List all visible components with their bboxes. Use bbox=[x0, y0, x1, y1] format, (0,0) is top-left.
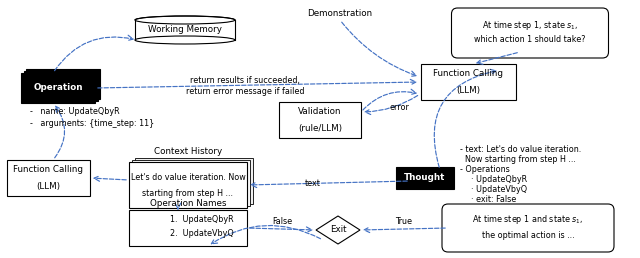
Text: Let's do value iteration. Now: Let's do value iteration. Now bbox=[131, 173, 245, 181]
Text: text: text bbox=[305, 179, 321, 188]
Text: return error message if failed: return error message if failed bbox=[186, 86, 304, 95]
Polygon shape bbox=[316, 216, 360, 244]
Text: · exit: False: · exit: False bbox=[466, 196, 516, 205]
Text: -   name: UpdateQbyR: - name: UpdateQbyR bbox=[30, 108, 120, 117]
Text: (LLM): (LLM) bbox=[36, 181, 60, 190]
Text: · UpdateQbyR: · UpdateQbyR bbox=[466, 175, 527, 184]
Bar bbox=[135, 20, 235, 40]
Ellipse shape bbox=[135, 36, 235, 44]
FancyBboxPatch shape bbox=[6, 160, 90, 196]
Text: False: False bbox=[272, 217, 292, 227]
Text: Demonstration: Demonstration bbox=[307, 10, 372, 19]
FancyBboxPatch shape bbox=[451, 8, 609, 58]
Text: Thought: Thought bbox=[404, 173, 445, 182]
Text: Operation Names: Operation Names bbox=[150, 198, 227, 207]
FancyBboxPatch shape bbox=[21, 73, 95, 103]
Text: error: error bbox=[390, 102, 410, 111]
Text: · UpdateVbyQ: · UpdateVbyQ bbox=[466, 186, 527, 195]
FancyBboxPatch shape bbox=[420, 64, 515, 100]
Text: the optimal action is ...: the optimal action is ... bbox=[482, 231, 574, 240]
FancyBboxPatch shape bbox=[442, 204, 614, 252]
FancyBboxPatch shape bbox=[279, 102, 361, 138]
Text: starting from step H ...: starting from step H ... bbox=[143, 189, 234, 198]
Text: Validation: Validation bbox=[298, 108, 342, 117]
FancyBboxPatch shape bbox=[132, 160, 250, 206]
FancyBboxPatch shape bbox=[129, 210, 247, 246]
FancyBboxPatch shape bbox=[135, 158, 253, 204]
Text: (rule/LLM): (rule/LLM) bbox=[298, 124, 342, 133]
FancyBboxPatch shape bbox=[129, 162, 247, 208]
Text: At time step 1 and state $s_1$,: At time step 1 and state $s_1$, bbox=[472, 214, 584, 227]
Text: 2.  UpdateVbyQ: 2. UpdateVbyQ bbox=[170, 230, 234, 238]
Text: True: True bbox=[395, 217, 412, 227]
Text: return results if succeeded,: return results if succeeded, bbox=[190, 76, 300, 85]
Text: which action 1 should take?: which action 1 should take? bbox=[474, 36, 586, 44]
Text: Operation: Operation bbox=[33, 84, 83, 93]
Text: Exit: Exit bbox=[330, 225, 346, 235]
Text: At time step 1, state $s_1$,: At time step 1, state $s_1$, bbox=[482, 19, 578, 31]
Text: - Operations: - Operations bbox=[460, 165, 509, 174]
Text: Function Calling: Function Calling bbox=[433, 69, 503, 78]
Text: (LLM): (LLM) bbox=[456, 85, 480, 94]
FancyBboxPatch shape bbox=[26, 69, 100, 99]
Text: -   arguments: {time_step: 11}: - arguments: {time_step: 11} bbox=[30, 119, 154, 128]
Ellipse shape bbox=[135, 16, 235, 24]
Text: 1.  UpdateQbyR: 1. UpdateQbyR bbox=[170, 214, 234, 223]
Text: Now starting from step H ...: Now starting from step H ... bbox=[460, 156, 576, 165]
Text: Context History: Context History bbox=[154, 148, 222, 157]
FancyBboxPatch shape bbox=[396, 167, 454, 189]
Text: Working Memory: Working Memory bbox=[148, 26, 222, 35]
FancyBboxPatch shape bbox=[24, 71, 98, 101]
Text: Function Calling: Function Calling bbox=[13, 165, 83, 174]
Text: - text: Let's do value iteration.: - text: Let's do value iteration. bbox=[460, 146, 581, 155]
